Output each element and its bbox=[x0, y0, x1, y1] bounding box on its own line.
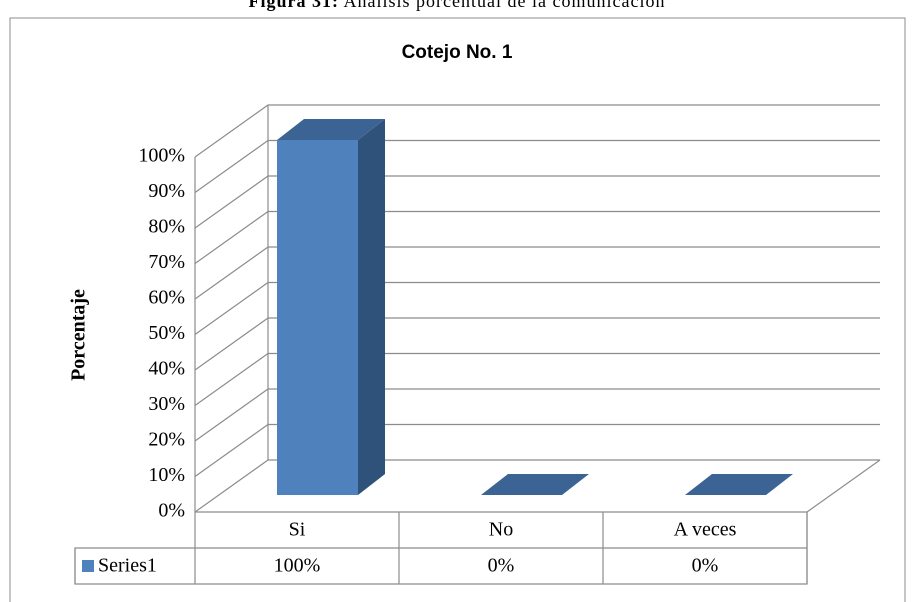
caption: Figura 31: Análisis porcentual de la com… bbox=[249, 0, 666, 11]
table-value: 0% bbox=[488, 555, 515, 577]
bar-side bbox=[358, 119, 385, 495]
y-tick-label: 20% bbox=[148, 429, 185, 451]
bar bbox=[481, 474, 589, 495]
grid-line bbox=[194, 388, 880, 442]
grid-line-segment bbox=[194, 317, 880, 371]
grid-line bbox=[194, 175, 880, 229]
y-tick-label: 100% bbox=[138, 145, 185, 167]
caption-label: Figura 31: bbox=[249, 0, 340, 11]
y-tick-label: 80% bbox=[148, 216, 185, 238]
bar bbox=[277, 119, 385, 495]
grid-line bbox=[194, 104, 880, 158]
grid-line bbox=[194, 246, 880, 300]
grid-line bbox=[194, 317, 880, 371]
y-axis-label: Porcentaje bbox=[68, 289, 90, 381]
y-tick-label: 0% bbox=[158, 500, 185, 522]
grid-line-segment bbox=[194, 388, 880, 442]
chart-frame bbox=[9, 17, 906, 602]
grid-line-segment bbox=[194, 459, 880, 513]
x-tick-label: No bbox=[489, 519, 513, 541]
bar-top bbox=[481, 474, 589, 495]
legend-label: Series1 bbox=[98, 555, 157, 577]
x-tick-label: A veces bbox=[674, 519, 737, 541]
chart-title: Cotejo No. 1 bbox=[402, 42, 513, 63]
grid-line-segment bbox=[194, 423, 880, 477]
y-tick-label: 30% bbox=[148, 393, 185, 415]
table-border bbox=[74, 511, 808, 585]
y-tick-label: 40% bbox=[148, 358, 185, 380]
y-tick-label: 90% bbox=[148, 180, 185, 202]
grid-line bbox=[194, 281, 880, 335]
bar bbox=[685, 474, 793, 495]
bar-front bbox=[277, 140, 358, 495]
grid-line-segment bbox=[194, 104, 880, 158]
grid-line bbox=[194, 423, 880, 477]
grid-line bbox=[194, 459, 880, 513]
grid-line-segment bbox=[194, 175, 880, 229]
grid-line bbox=[194, 139, 880, 193]
y-tick-label: 10% bbox=[148, 464, 185, 486]
y-tick-label: 70% bbox=[148, 251, 185, 273]
y-tick-label: 60% bbox=[148, 287, 185, 309]
grid-line bbox=[194, 352, 880, 406]
table-value: 100% bbox=[274, 555, 321, 577]
grid-line-segment bbox=[194, 246, 880, 300]
bar-top bbox=[277, 119, 385, 140]
grid-line-segment bbox=[194, 210, 880, 264]
grid-line bbox=[194, 210, 880, 264]
grid-line-segment bbox=[194, 352, 880, 406]
grid-line-segment bbox=[194, 281, 880, 335]
y-tick-label: 50% bbox=[148, 322, 185, 344]
caption-text: Análisis porcentual de la comunicación bbox=[344, 0, 666, 11]
legend-key bbox=[82, 560, 94, 572]
bar-top bbox=[685, 474, 793, 495]
grid-line-segment bbox=[194, 139, 880, 193]
floor-edge bbox=[806, 459, 881, 513]
x-tick-label: Si bbox=[289, 519, 306, 541]
table-value: 0% bbox=[692, 555, 719, 577]
